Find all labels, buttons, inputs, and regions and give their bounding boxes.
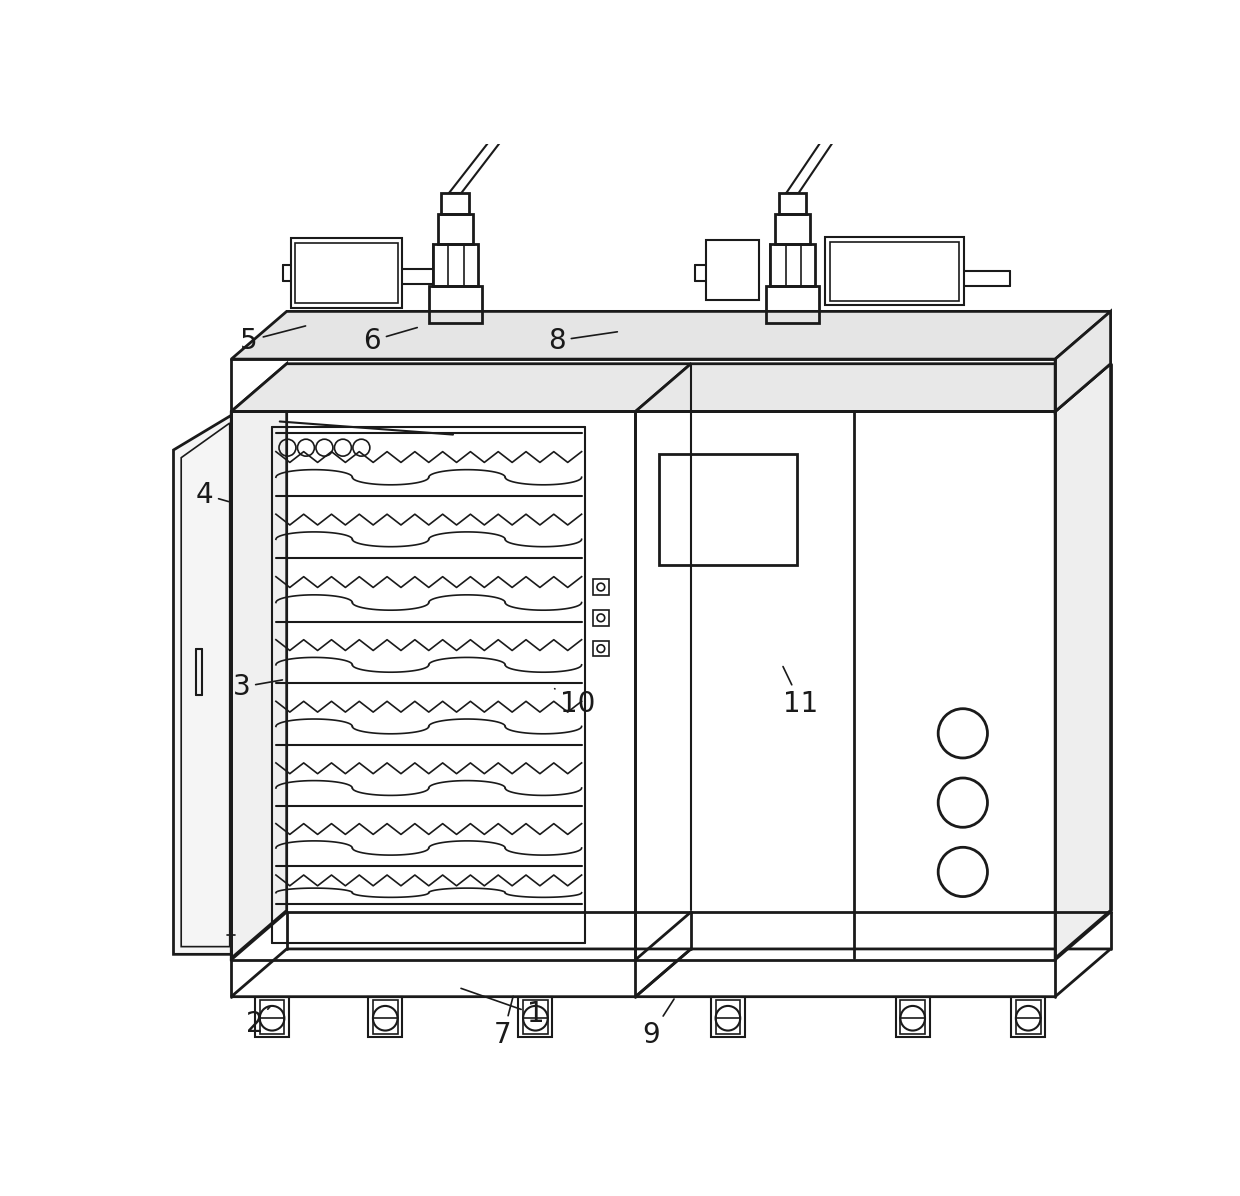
Text: 2: 2: [246, 1007, 270, 1038]
Bar: [593, 579, 609, 594]
Bar: [295, 243, 398, 303]
Text: 8: 8: [548, 327, 618, 355]
Bar: [523, 1000, 548, 1033]
Bar: [429, 286, 481, 323]
Polygon shape: [1055, 364, 1111, 958]
Bar: [770, 244, 815, 286]
Bar: [438, 214, 472, 244]
Text: 7: 7: [495, 996, 513, 1049]
Bar: [775, 214, 810, 244]
Polygon shape: [1055, 311, 1111, 411]
Text: 4: 4: [196, 481, 228, 508]
Bar: [658, 453, 797, 566]
Bar: [373, 1000, 398, 1033]
Polygon shape: [635, 364, 1111, 411]
Bar: [1012, 996, 1045, 1037]
Bar: [825, 238, 963, 305]
Polygon shape: [231, 364, 286, 958]
Polygon shape: [174, 415, 231, 954]
Bar: [766, 286, 818, 323]
Text: 9: 9: [642, 999, 675, 1049]
Text: 6: 6: [363, 327, 417, 355]
Text: 3: 3: [232, 673, 283, 701]
Bar: [433, 244, 477, 286]
Bar: [441, 193, 469, 214]
Text: 11: 11: [782, 666, 818, 718]
Bar: [707, 239, 759, 300]
Bar: [518, 996, 552, 1037]
Bar: [711, 996, 745, 1037]
Text: 5: 5: [241, 327, 305, 355]
Bar: [1016, 1000, 1040, 1033]
Bar: [290, 238, 402, 307]
Polygon shape: [231, 311, 1111, 359]
Bar: [593, 610, 609, 626]
Bar: [259, 1000, 284, 1033]
Bar: [779, 193, 806, 214]
Bar: [255, 996, 289, 1037]
Bar: [593, 641, 609, 657]
Text: 1: 1: [461, 988, 544, 1029]
Polygon shape: [231, 364, 691, 411]
Bar: [368, 996, 402, 1037]
Bar: [830, 242, 959, 300]
Text: 10: 10: [554, 689, 595, 718]
Bar: [895, 996, 930, 1037]
Bar: [715, 1000, 740, 1033]
Bar: [900, 1000, 925, 1033]
